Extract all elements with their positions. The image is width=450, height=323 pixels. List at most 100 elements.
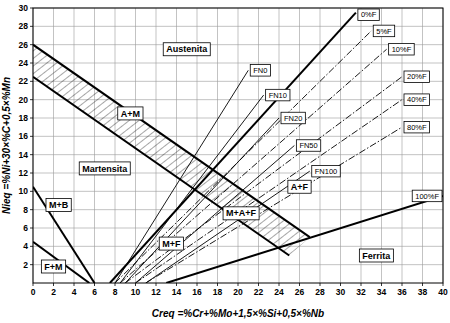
region-label: A+M [118,107,143,120]
series-line [110,13,356,283]
series-label: 80%F [404,121,430,132]
series-line [120,49,387,283]
region-label-box [359,249,393,262]
region-label-box [159,237,183,250]
series-label-box [389,44,415,56]
region-label: M+A+F [223,207,259,220]
series-line [166,196,443,283]
x-axis-label: Creq =%Cr+%Mo+1,5×%Si+0,5×%Nb [152,308,324,319]
region-label-box [223,207,259,220]
y-tick-label: 18 [19,113,29,123]
x-tick-label: 14 [172,287,182,297]
x-tick-label: 0 [31,287,36,297]
series-label-text: 0%F [361,10,377,19]
series-label-text: 20%F [407,72,427,81]
region-label-box [118,107,143,120]
x-grid-line [340,8,341,283]
series-line [136,146,295,284]
series-label-text: FN100 [315,167,338,176]
x-tick-label: 30 [336,287,346,297]
y-tick-label: 26 [19,40,29,50]
y-grid-line [33,228,443,229]
region-label: M+F [159,237,183,250]
series-line [146,127,402,283]
y-tick-label: 12 [19,168,29,178]
series-label: FN50 [296,140,320,152]
series-label: FN10 [266,89,290,101]
grid [30,8,443,286]
region-label: M+B [46,199,71,212]
series-label-box [266,89,290,101]
series-label: 5%F [373,25,394,36]
region-label-text: F+M [44,262,62,272]
series-label-text: 5%F [376,27,392,36]
series-label-box [404,71,430,83]
series-label-box [250,65,270,77]
y-tick-label: 28 [19,21,29,31]
x-tick-label: 10 [131,287,141,297]
x-tick-label: 18 [213,287,223,297]
region-label-text: M+A+F [226,208,257,218]
x-tick-label: 4 [72,287,77,297]
series-label-box [358,9,379,21]
lines [33,13,443,283]
x-grid-line [422,8,423,283]
y-tick-label: 20 [19,95,29,105]
region-label-box [79,162,130,175]
region-label-text: M+B [49,200,69,210]
series-label: 20%F [404,71,430,83]
y-grid-line [33,63,443,64]
x-grid-line [74,8,75,283]
region-label-box [41,260,65,273]
series-line [33,242,89,283]
x-tick-label: 2 [51,287,56,297]
region-label-box [163,43,210,56]
x-grid-line [258,8,259,283]
series-line [146,171,310,283]
region-label-box [46,199,71,212]
y-grid-line [33,264,443,265]
y-grid-line [33,44,443,45]
series-label-text: 80%F [407,123,427,132]
series-label-box [404,121,430,132]
y-tick-label: 2 [23,260,28,270]
y-tick-label: 6 [23,223,28,233]
x-tick-label: 26 [295,287,305,297]
series-line [115,70,248,283]
x-tick-label: 8 [113,287,118,297]
hatched-band [33,45,310,256]
series-label-text: 40%F [407,95,427,104]
region-label: Martensita [79,162,130,175]
x-grid-line [361,8,362,283]
x-tick-label: 6 [92,287,97,297]
series-label-box [373,25,394,36]
chart: 0246810121416182022242628303234363840246… [0,0,450,323]
series-label-text: 100%F [415,192,439,201]
series-label-box [296,140,320,152]
background [0,0,450,323]
y-axis-label: Nieq =%Ni+30×%C+0,5×%Mn [1,77,12,214]
series-label-text: FN10 [269,91,287,100]
x-tick-label: 24 [274,287,284,297]
y-grid-line [33,81,443,82]
region-label-text: Martensita [82,164,128,174]
series-label: 10%F [389,44,415,56]
x-grid-line [238,8,239,283]
y-tick-label: 22 [19,76,29,86]
x-tick-label: 34 [377,287,387,297]
x-tick-label: 22 [254,287,264,297]
y-tick-label: 10 [19,186,29,196]
region-label-text: A+M [121,109,140,119]
x-tick-label: 16 [192,287,202,297]
region-label: Austenita [163,43,210,56]
x-tick-label: 38 [418,287,428,297]
series-label-text: FN0 [253,66,267,75]
series-label: 40%F [404,94,430,106]
y-tick-label: 4 [23,241,28,251]
series-label: FN20 [281,112,305,124]
series-label-box [312,165,341,177]
series-label-box [412,190,442,202]
x-tick-label: 28 [315,287,325,297]
region-label: Ferrita [359,249,393,262]
y-grid-line [33,154,443,155]
